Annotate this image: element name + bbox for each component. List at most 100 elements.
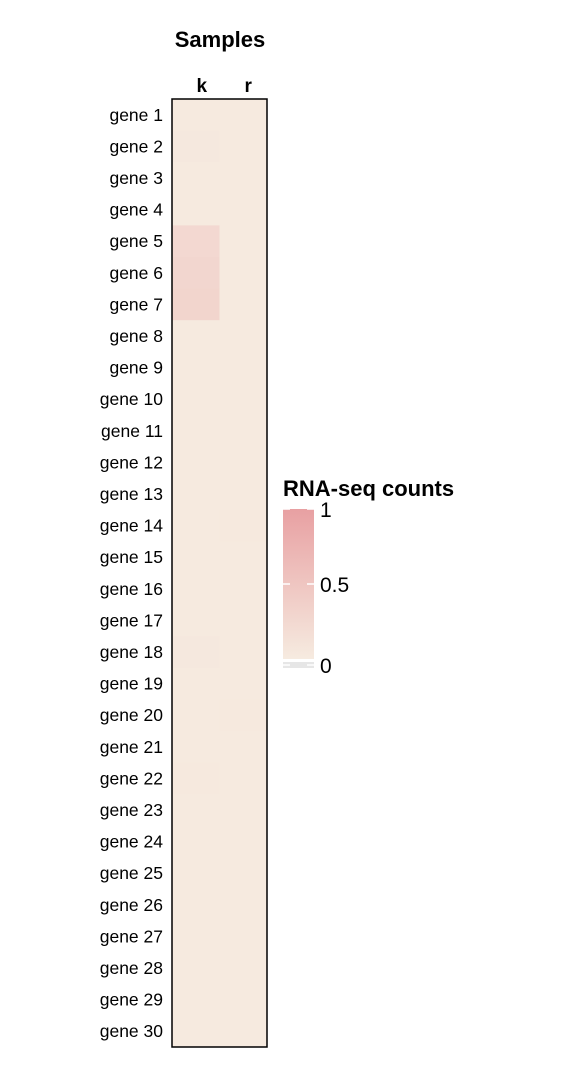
- legend-tick-label: 1: [320, 499, 332, 522]
- row-label: gene 16: [100, 579, 163, 599]
- heatmap-cell: [219, 99, 268, 131]
- heatmap-cell: [172, 604, 220, 637]
- row-label: gene 3: [109, 168, 163, 188]
- heatmap-cell: [219, 604, 268, 637]
- heatmap-cell: [172, 162, 220, 195]
- row-label: gene 7: [109, 294, 163, 314]
- heatmap-cell: [219, 731, 268, 763]
- heatmap-cell: [172, 509, 220, 542]
- row-label: gene 28: [100, 958, 163, 978]
- row-label: gene 11: [101, 421, 163, 441]
- row-label: gene 21: [100, 737, 163, 757]
- row-label: gene 23: [100, 800, 163, 820]
- heatmap-cell: [172, 288, 220, 321]
- heatmap-cell: [172, 415, 220, 447]
- row-label: gene 19: [100, 674, 163, 694]
- heatmap-border: [171, 98, 268, 1048]
- heatmap-cell: [219, 1015, 268, 1048]
- heatmap-cell: [219, 762, 268, 795]
- heatmap-cell: [172, 762, 220, 795]
- heatmap-cell: [219, 889, 268, 921]
- legend-ticks: 10.50: [283, 499, 349, 678]
- heatmap-cell: [172, 193, 220, 226]
- heatmap-cell: [172, 351, 220, 384]
- row-labels: gene 1 gene 2 gene 3 gene 4 gene 5 gene 6 gene…: [100, 105, 164, 1041]
- heatmap-cell: [172, 1015, 220, 1048]
- heatmap-cell: [219, 415, 268, 447]
- heatmap-cell: [219, 193, 268, 226]
- row-label: gene 17: [100, 610, 163, 630]
- heatmap-cell: [172, 889, 220, 921]
- heatmap-cell: [219, 636, 268, 669]
- heatmap-cell: [219, 383, 268, 416]
- row-label: gene 15: [100, 547, 163, 567]
- heatmap-cell: [219, 794, 268, 827]
- heatmap-cell: [219, 351, 268, 384]
- heatmap-cell: [219, 225, 268, 258]
- heatmap-cell: [219, 952, 268, 985]
- row-label: gene 9: [109, 358, 163, 378]
- heatmap-cell: [172, 446, 220, 479]
- legend-tick-label: 0: [320, 655, 332, 678]
- heatmap-cell: [172, 920, 220, 953]
- heatmap-cell: [219, 983, 268, 1016]
- heatmap-cell: [219, 130, 268, 163]
- heatmap-cell: [172, 983, 220, 1016]
- row-label: gene 27: [100, 926, 163, 946]
- row-label: gene 22: [100, 768, 163, 788]
- heatmap-cell: [219, 257, 268, 289]
- row-label: gene 6: [109, 263, 163, 283]
- heatmap-cell: [219, 288, 268, 321]
- row-label: gene 29: [100, 990, 163, 1010]
- heatmap-cell: [172, 478, 220, 511]
- heatmap-cell: [172, 857, 220, 890]
- legend-tick-label: 0.5: [320, 574, 349, 597]
- heatmap-cell: [172, 99, 220, 131]
- row-label: gene 2: [109, 136, 163, 156]
- row-label: gene 26: [100, 895, 163, 915]
- row-label: gene 13: [100, 484, 163, 504]
- row-label: gene 1: [109, 105, 163, 125]
- heatmap-cell: [172, 257, 220, 289]
- legend-title: RNA-seq counts: [283, 476, 454, 501]
- row-label: gene 18: [100, 642, 163, 662]
- heatmap-cell: [172, 383, 220, 416]
- row-label: gene 24: [100, 832, 164, 852]
- heatmap-cell: [219, 857, 268, 890]
- heatmap-cell: [219, 667, 268, 700]
- heatmap-cell: [172, 320, 220, 353]
- heatmap-cell: [219, 699, 268, 732]
- heatmap-cell: [219, 478, 268, 511]
- heatmap-cell: [219, 509, 268, 542]
- row-label: gene 14: [100, 516, 164, 536]
- heatmap-cell: [172, 130, 220, 163]
- legend-na-swatch: [283, 662, 314, 668]
- heatmap-cell: [172, 825, 220, 858]
- row-label: gene 25: [100, 863, 163, 883]
- heatmap-cell: [219, 446, 268, 479]
- row-label: gene 30: [100, 1021, 164, 1041]
- row-label: gene 12: [100, 452, 163, 472]
- row-label: gene 5: [109, 231, 163, 251]
- heatmap-cell: [172, 636, 220, 669]
- chart-title: Samples: [175, 27, 266, 52]
- heatmap-cell: [219, 162, 268, 195]
- heatmap-cell: [219, 825, 268, 858]
- row-label: gene 20: [100, 705, 164, 725]
- heatmap-cell: [172, 541, 220, 574]
- heatmap-cell: [172, 794, 220, 827]
- column-label: r: [245, 76, 253, 97]
- row-label: gene 10: [100, 389, 164, 409]
- heatmap-cell: [219, 541, 268, 574]
- heatmap-cell: [172, 573, 220, 605]
- heatmap-cell: [172, 225, 220, 258]
- heatmap-cell: [172, 731, 220, 763]
- heatmap-cells: [172, 99, 268, 1048]
- heatmap-cell: [172, 952, 220, 985]
- legend: RNA-seq counts 10.50: [283, 476, 454, 678]
- column-label: k: [196, 76, 207, 97]
- heatmap-cell: [172, 667, 220, 700]
- heatmap-cell: [219, 573, 268, 605]
